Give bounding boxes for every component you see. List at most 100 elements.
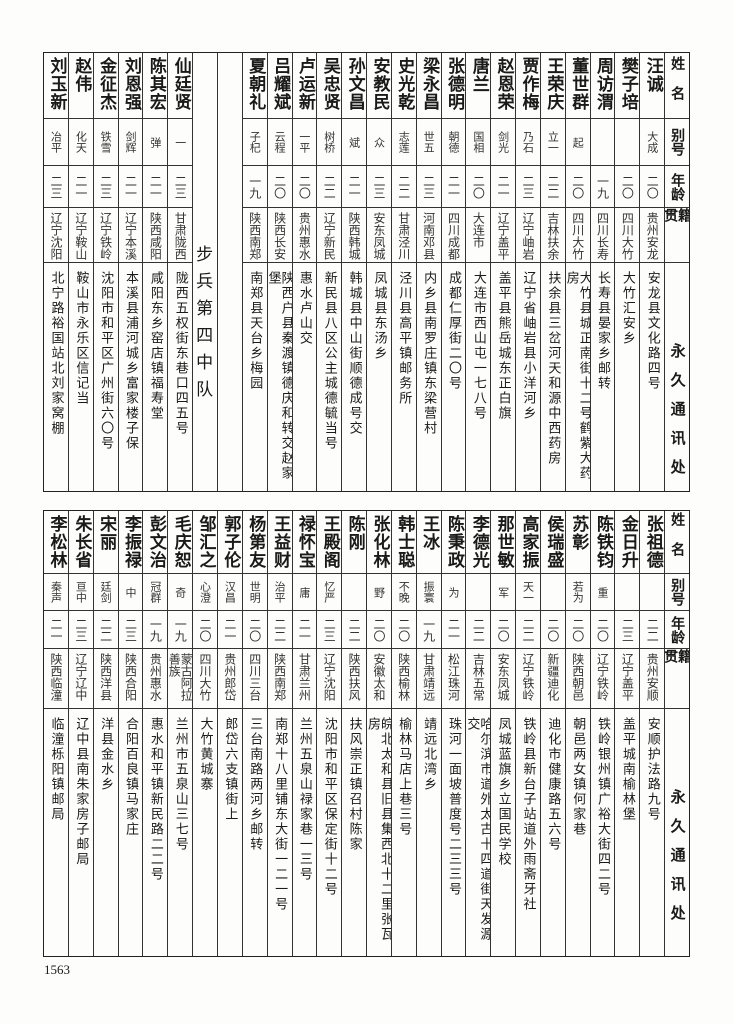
- person-address-cell: 临潼栎阳镇邮局: [44, 709, 68, 956]
- person-column: 孙文昌斌二一 陕西韩城 韩城县中山街顺德成号交: [341, 53, 367, 491]
- person-name: 毛庆恕: [170, 515, 191, 569]
- person-address: 内乡县南罗庄镇东梁营村: [421, 271, 437, 436]
- person-address-cell: 长寿县晏家乡邮转: [591, 263, 615, 491]
- person-column: 仙廷贤一二三 甘肃陇西 陇西五权街东巷口四五号: [167, 53, 193, 491]
- person-age-cell: 二三: [118, 611, 143, 649]
- person-alias: 剑辉: [124, 131, 138, 153]
- person-name: 仙廷贤: [170, 57, 191, 111]
- person-native: 辽宁铁岭: [98, 212, 113, 260]
- person-name: 吴忠贤: [319, 57, 340, 111]
- person-column: 陈铁钧重二〇 辽宁铁岭 铁岭银州镇广裕大街四二号: [589, 511, 615, 956]
- person-address: 惠水和平镇新民路二二号: [147, 717, 163, 882]
- header-age: 年龄: [665, 611, 689, 649]
- person-age: 二二: [272, 617, 287, 642]
- header-label: 籍贯: [665, 208, 689, 238]
- person-native: 四川大竹: [198, 653, 213, 701]
- person-native: 甘肃泾川: [396, 212, 411, 260]
- person-address-cell: 珠河一面坡普度号二三三号: [442, 709, 466, 956]
- roster-table-top: 姓名 别号 年龄 籍贯 永久通讯处 汪诚 大成 二〇 贵州安龙 安龙县文化路四号 樊子培 二〇 四川大竹…: [43, 52, 690, 492]
- person-alias: 世明: [248, 581, 262, 603]
- person-alias: 化天: [74, 131, 88, 153]
- person-alias-cell: 剑辉: [118, 119, 143, 166]
- person-native: 河南邓县: [421, 212, 436, 260]
- person-name-cell: 陈刚: [342, 511, 367, 574]
- person-age-cell: 二〇: [565, 611, 590, 649]
- person-address: 安顺护法路九号: [644, 717, 660, 822]
- person-alias-cell: 重: [590, 574, 615, 611]
- person-name-cell: 梁永昌: [416, 53, 441, 119]
- person-native-cell: 陕西南郑: [242, 208, 267, 263]
- person-alias-cell: 中: [118, 574, 143, 611]
- person-address-cell: 榆林马店上巷三号: [392, 709, 416, 956]
- person-age-cell: 二一: [441, 166, 466, 208]
- person-address-cell: 洋县金水乡: [94, 709, 118, 956]
- person-name: 刘玉新: [46, 57, 67, 111]
- person-column: 张祖德 二二 贵州安顺 安顺护法路九号: [639, 511, 665, 956]
- person-alias-cell: 军: [491, 574, 516, 611]
- person-address: 凤城蓝旗乡立国民学校: [495, 717, 511, 867]
- person-age-cell: 二二: [516, 611, 540, 649]
- person-name-cell: 李振禄: [118, 511, 143, 574]
- person-name-cell: 吴忠贤: [317, 53, 342, 119]
- person-alias: 国相: [471, 131, 485, 153]
- person-alias: 乃石: [521, 131, 535, 153]
- header-label: 永久通讯处: [668, 789, 687, 934]
- person-address-cell: 泾川县高平镇邮务所: [392, 263, 416, 491]
- person-address: 大连市西山屯一七八号: [470, 271, 486, 421]
- person-name-cell: 吕耀斌: [267, 53, 292, 119]
- person-address-cell: 大竹黄城寨: [193, 709, 217, 956]
- person-alias: 一: [173, 136, 187, 148]
- person-age: 二〇: [247, 617, 262, 642]
- person-age: 二二: [347, 617, 362, 642]
- person-address-cell: 南郑县天台乡梅园: [243, 263, 267, 491]
- person-age: 二三: [173, 174, 188, 199]
- person-age-cell: 二一: [441, 611, 466, 649]
- person-name: 贾作梅: [518, 57, 539, 111]
- person-age-cell: 二〇: [590, 611, 615, 649]
- person-age-cell: 二三: [367, 166, 391, 208]
- person-address: 新民县八区公主城德毓当号: [321, 271, 337, 451]
- person-address: 三台南路两河乡邮转: [247, 717, 263, 852]
- person-age-cell: 二二: [540, 166, 565, 208]
- person-name: 樊子培: [617, 57, 638, 111]
- person-native: 贵州惠水: [297, 212, 312, 260]
- person-age: 二一: [123, 174, 138, 199]
- person-alias-cell: 朝德: [441, 119, 466, 166]
- person-age: 二二: [645, 617, 660, 642]
- person-address-cell: 靖远北湾乡: [417, 709, 441, 956]
- person-address-cell: 安顺护法路九号: [640, 709, 664, 956]
- person-alias-cell: 众: [367, 119, 391, 166]
- header-label: 姓名: [669, 512, 686, 572]
- person-native: 辽宁岫岩: [521, 212, 536, 260]
- person-name-cell: 韩士聪: [391, 511, 416, 574]
- person-native-cell: 松江珠河: [441, 649, 466, 709]
- person-alias-cell: 庸: [292, 574, 317, 611]
- person-address: 兰州市五泉山三七号: [172, 717, 188, 852]
- person-address: 大竹汇安乡: [619, 271, 635, 346]
- person-name: 宋丽: [96, 515, 117, 551]
- person-alias-cell: 乃石: [516, 119, 540, 166]
- person-alias: 斌: [347, 136, 361, 148]
- person-address: 靖远北湾乡: [421, 717, 437, 792]
- person-age-cell: 二三: [516, 166, 540, 208]
- person-address: 大竹黄城寨: [197, 717, 213, 792]
- person-native: 陕西洋县: [98, 653, 113, 701]
- person-age-cell: 二三: [68, 611, 93, 649]
- person-alias: 忆严: [322, 581, 336, 603]
- person-age-cell: 二〇: [242, 611, 267, 649]
- person-name: 张化林: [369, 515, 390, 569]
- person-name-cell: 那世敏: [491, 511, 516, 574]
- person-alias: 起: [571, 136, 585, 148]
- person-column: 樊子培 二〇 四川大竹 大竹汇安乡: [614, 53, 640, 491]
- header-address: 永久通讯处: [665, 263, 689, 491]
- person-native: 辽宁本溪: [123, 212, 138, 260]
- person-age-cell: 二三: [416, 166, 441, 208]
- person-age: 二三: [98, 174, 113, 199]
- person-address: 迪化市健康路五六号: [545, 717, 561, 852]
- person-column: 郭子伦 汉昌 二一 贵州郎岱 郎岱六支镇街上: [216, 511, 242, 956]
- person-age: 二〇: [272, 174, 287, 199]
- person-address-cell: 兰州五泉山禄家巷一三号: [293, 709, 317, 956]
- person-age: 二〇: [396, 617, 411, 642]
- person-address-cell: 沈阳市和平区保定街十二号: [317, 709, 341, 956]
- person-age-cell: 一九: [416, 611, 441, 649]
